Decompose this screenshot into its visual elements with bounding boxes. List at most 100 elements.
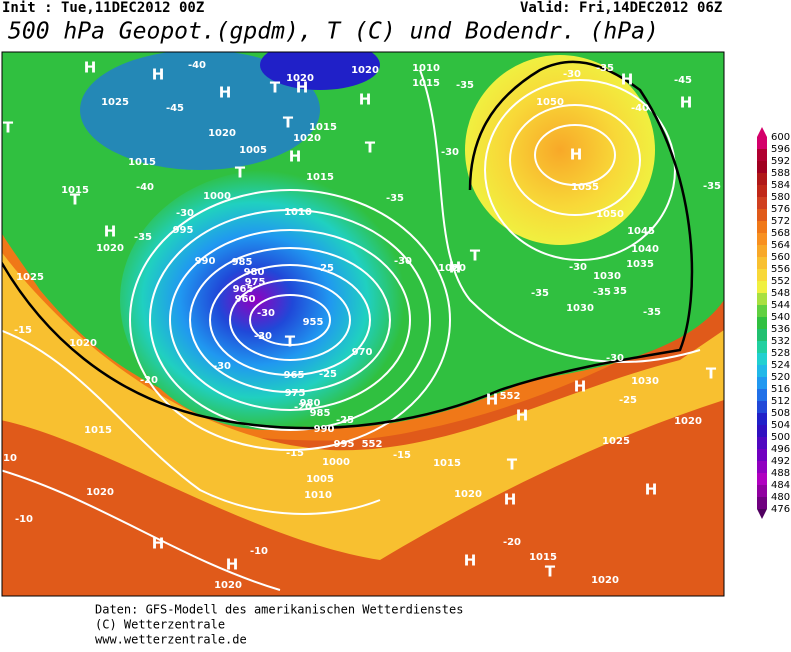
map-label: 970 bbox=[352, 347, 373, 358]
colorbar-cell bbox=[757, 389, 767, 401]
colorbar-label: 576 bbox=[771, 204, 790, 215]
map-label: H bbox=[219, 84, 232, 102]
colorbar-cell bbox=[757, 197, 767, 209]
map-label: 980 bbox=[300, 398, 321, 409]
colorbar: 6005965925885845805765725685645605565525… bbox=[757, 127, 790, 519]
map-label: 1015 bbox=[128, 157, 156, 168]
map-label: H bbox=[226, 556, 239, 574]
map-label: 1050 bbox=[596, 209, 624, 220]
map-label: -10 bbox=[15, 514, 33, 525]
map-label: 1030 bbox=[631, 376, 659, 387]
map-label: 552 bbox=[500, 391, 521, 402]
map-label: 1025 bbox=[602, 436, 630, 447]
colorbar-cell bbox=[757, 305, 767, 317]
map-label: H bbox=[486, 391, 499, 409]
map-label: -45 bbox=[166, 103, 184, 114]
map-label: 985 bbox=[232, 257, 253, 268]
colorbar-cell bbox=[757, 185, 767, 197]
map-label: 1020 bbox=[454, 489, 482, 500]
map-label: 975 bbox=[285, 388, 306, 399]
map-label: 35 bbox=[613, 286, 627, 297]
map-label: 1010 bbox=[412, 63, 440, 74]
colorbar-label: 504 bbox=[771, 420, 790, 431]
colorbar-cell bbox=[757, 437, 767, 449]
colorbar-cell bbox=[757, 137, 767, 149]
map-label: 985 bbox=[310, 408, 331, 419]
colorbar-label: 572 bbox=[771, 216, 790, 227]
colorbar-label: 564 bbox=[771, 240, 790, 251]
colorbar-label: 520 bbox=[771, 372, 790, 383]
colorbar-cell bbox=[757, 257, 767, 269]
map-label: -35 bbox=[531, 288, 549, 299]
map-label: 1020 bbox=[69, 338, 97, 349]
colorbar-label: 540 bbox=[771, 312, 790, 323]
colorbar-cell bbox=[757, 329, 767, 341]
map-label: -20 bbox=[294, 402, 312, 413]
map-label: 990 bbox=[314, 424, 335, 435]
map-label: 1020 bbox=[86, 487, 114, 498]
map-label: 960 bbox=[235, 294, 256, 305]
colorbar-label: 548 bbox=[771, 288, 790, 299]
map-label: 1015 bbox=[306, 172, 334, 183]
map-label: -25 bbox=[336, 415, 354, 426]
map-label: 975 bbox=[245, 277, 266, 288]
map-labels: H HH T H10201020HT10151010-40-4510251020100… bbox=[3, 59, 721, 592]
map-label: H bbox=[645, 481, 658, 499]
colorbar-cell bbox=[757, 341, 767, 353]
high-region bbox=[465, 55, 655, 245]
map-label: 965 bbox=[233, 284, 254, 295]
map-label: 1025 bbox=[16, 272, 44, 283]
colorbar-label: 500 bbox=[771, 432, 790, 443]
colorbar-cell bbox=[757, 233, 767, 245]
colorbar-cell bbox=[757, 173, 767, 185]
low-region bbox=[120, 170, 420, 430]
map-label: 1015 bbox=[61, 185, 89, 196]
map-label: 965 bbox=[284, 370, 305, 381]
map-label: -20 bbox=[503, 537, 521, 548]
map-label: 1055 bbox=[571, 182, 599, 193]
colorbar-cell bbox=[757, 353, 767, 365]
colorbar-label: 480 bbox=[771, 492, 790, 503]
map-label: -35 bbox=[134, 232, 152, 243]
footer-line: www.wetterzentrale.de bbox=[95, 633, 247, 647]
map-label: H bbox=[680, 94, 693, 112]
map-label: -30 bbox=[569, 262, 587, 273]
colorbar-cell bbox=[757, 449, 767, 461]
map-label: H bbox=[570, 146, 583, 164]
map-label: T bbox=[235, 164, 246, 182]
map-label: T bbox=[285, 333, 296, 351]
colorbar-label: 592 bbox=[771, 156, 790, 167]
map-label: -30 bbox=[213, 361, 231, 372]
colorbar-cell bbox=[757, 269, 767, 281]
map-label: T bbox=[470, 247, 481, 265]
cold-region bbox=[80, 52, 320, 170]
footer-line: Daten: GFS-Modell des amerikanischen Wet… bbox=[95, 603, 463, 617]
map-label: 1030 bbox=[566, 303, 594, 314]
map-label: T bbox=[365, 139, 376, 157]
colorbar-label: 532 bbox=[771, 336, 790, 347]
map-label: 1005 bbox=[306, 474, 334, 485]
map-label: 552 bbox=[362, 439, 383, 450]
contour-552 bbox=[2, 60, 694, 430]
map-label: 995 bbox=[334, 439, 355, 450]
map-label: 1020 bbox=[96, 243, 124, 254]
map-label: -25 bbox=[316, 263, 334, 274]
map-label: -35 bbox=[703, 181, 721, 192]
map-label: 1015 bbox=[309, 122, 337, 133]
map-label: T bbox=[283, 114, 294, 132]
map-label: 1000 bbox=[322, 457, 350, 468]
colorbar-label: 544 bbox=[771, 300, 790, 311]
map-label: 1035 bbox=[626, 259, 654, 270]
map-label: T bbox=[507, 456, 518, 474]
map-label: -30 bbox=[441, 147, 459, 158]
colorbar-cell bbox=[757, 473, 767, 485]
map-label: -10 bbox=[250, 546, 268, 557]
colorbar-cell bbox=[757, 245, 767, 257]
warm-region bbox=[2, 300, 724, 596]
map-label: H bbox=[504, 491, 517, 509]
colorbar-label: 524 bbox=[771, 360, 790, 371]
map-label: -30 bbox=[563, 69, 581, 80]
map-label: -30 bbox=[254, 331, 272, 342]
colorbar-cell bbox=[757, 317, 767, 329]
